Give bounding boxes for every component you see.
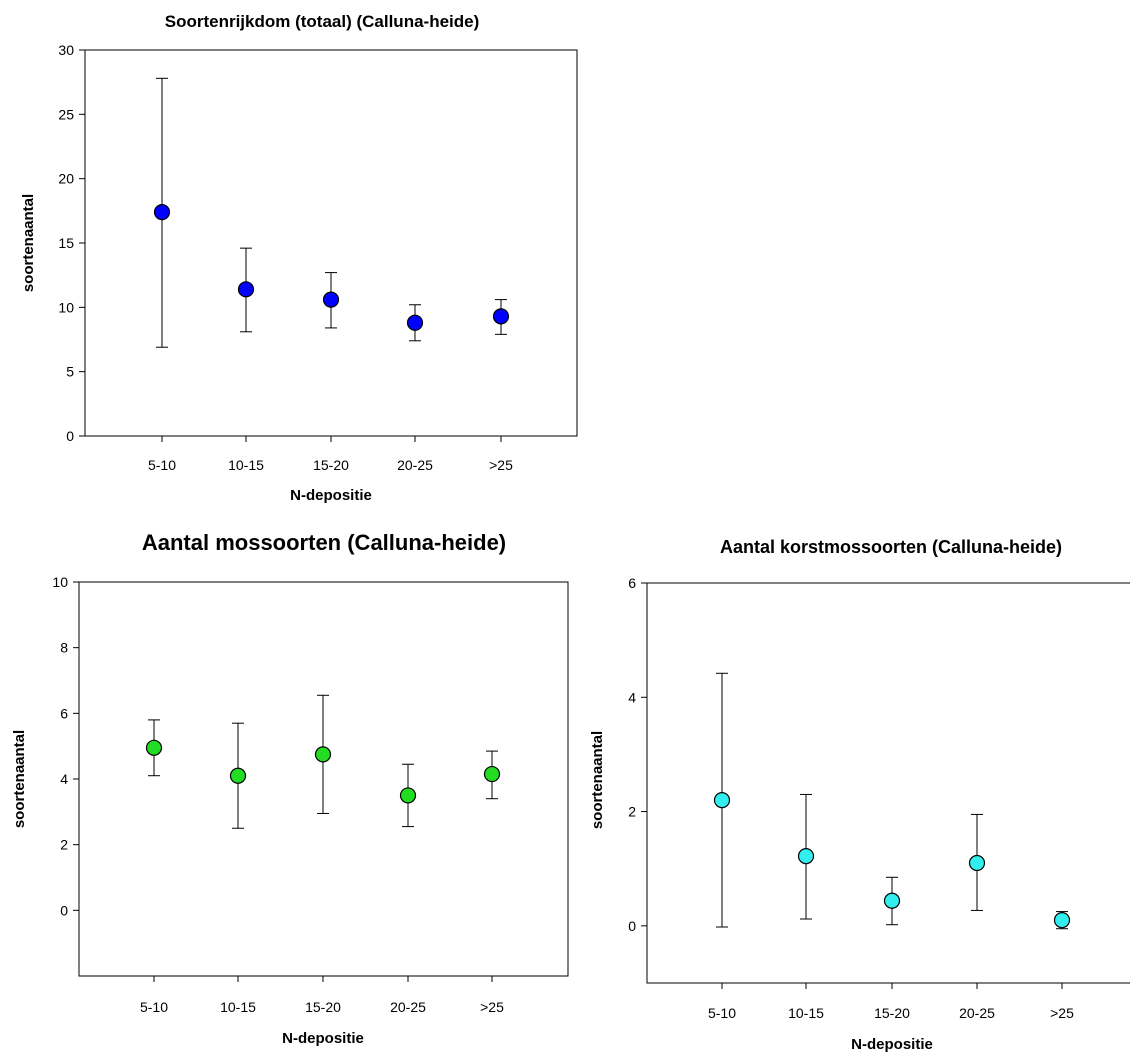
y-tick-label: 0 <box>628 918 636 934</box>
data-point <box>314 746 332 763</box>
chart-title: Aantal korstmossoorten (Calluna-heide) <box>720 537 1062 557</box>
data-point <box>1053 912 1071 929</box>
x-tick-label: 20-25 <box>959 1005 995 1021</box>
data-points <box>145 694 501 829</box>
y-tick-label: 0 <box>60 902 68 918</box>
chart-title: Soortenrijkdom (totaal) (Calluna-heide) <box>165 12 480 31</box>
y-axis-ticks: 0 2 4 6 <box>628 575 647 934</box>
x-axis-label: N-depositie <box>290 487 372 504</box>
x-tick-label: 10-15 <box>788 1005 824 1021</box>
data-point <box>883 892 901 909</box>
data-point <box>153 204 171 221</box>
data-point <box>399 787 417 804</box>
x-tick-label: 15-20 <box>305 999 341 1015</box>
chart-total-species: Soortenrijkdom (totaal) (Calluna-heide) … <box>20 12 578 504</box>
x-axis-ticks: 5-10 10-15 15-20 20-25 >25 <box>148 436 513 473</box>
x-tick-label: 15-20 <box>874 1005 910 1021</box>
y-axis-ticks: 0 5 10 15 20 25 30 <box>58 42 85 444</box>
chart-moss-species: Aantal mossoorten (Calluna-heide) soorte… <box>11 530 569 1047</box>
data-points <box>153 77 510 348</box>
x-tick-label: >25 <box>1050 1005 1074 1021</box>
x-tick-label: 10-15 <box>220 999 256 1015</box>
y-tick-label: 2 <box>60 837 68 853</box>
x-axis-label: N-depositie <box>282 1030 364 1047</box>
chart-lichen-species: Aantal korstmossoorten (Calluna-heide) s… <box>589 537 1130 1053</box>
x-tick-label: >25 <box>489 457 513 473</box>
x-tick-label: 10-15 <box>228 457 264 473</box>
y-tick-label: 25 <box>58 106 74 122</box>
chart-title: Aantal mossoorten (Calluna-heide) <box>142 530 506 555</box>
y-axis-label: soortenaantal <box>589 731 606 829</box>
data-point <box>483 765 501 783</box>
data-point <box>492 308 510 325</box>
y-tick-label: 10 <box>58 299 74 315</box>
x-tick-label: >25 <box>480 999 504 1015</box>
y-tick-label: 2 <box>628 804 636 820</box>
x-tick-label: 5-10 <box>148 457 176 473</box>
x-tick-label: 15-20 <box>313 457 349 473</box>
y-tick-label: 20 <box>58 171 74 187</box>
y-tick-label: 15 <box>58 235 74 251</box>
y-tick-label: 8 <box>60 640 68 656</box>
data-point <box>968 854 986 872</box>
x-axis-label: N-depositie <box>851 1036 933 1053</box>
data-point <box>229 767 247 784</box>
x-tick-label: 5-10 <box>708 1005 736 1021</box>
y-axis-label: soortenaantal <box>20 194 37 292</box>
data-point <box>713 792 731 809</box>
x-tick-label: 20-25 <box>390 999 426 1015</box>
data-point <box>797 848 815 865</box>
x-axis-ticks: 5-10 10-15 15-20 20-25 >25 <box>708 983 1074 1021</box>
y-axis-ticks: 0 2 4 6 8 10 <box>52 574 79 918</box>
data-point <box>237 281 255 298</box>
y-tick-label: 30 <box>58 42 74 58</box>
x-tick-label: 5-10 <box>140 999 168 1015</box>
y-tick-label: 4 <box>628 689 636 705</box>
y-tick-label: 10 <box>52 574 68 590</box>
x-axis-ticks: 5-10 10-15 15-20 20-25 >25 <box>140 976 504 1015</box>
data-points <box>713 672 1071 930</box>
plot-frame <box>84 49 578 437</box>
x-tick-label: 20-25 <box>397 457 433 473</box>
data-point <box>406 314 424 331</box>
y-tick-label: 4 <box>60 771 68 787</box>
y-tick-label: 6 <box>628 575 636 591</box>
y-tick-label: 5 <box>66 364 74 380</box>
data-point <box>145 739 163 756</box>
y-tick-label: 0 <box>66 428 74 444</box>
y-tick-label: 6 <box>60 705 68 721</box>
y-axis-label: soortenaantal <box>11 730 28 828</box>
data-point <box>322 291 340 308</box>
